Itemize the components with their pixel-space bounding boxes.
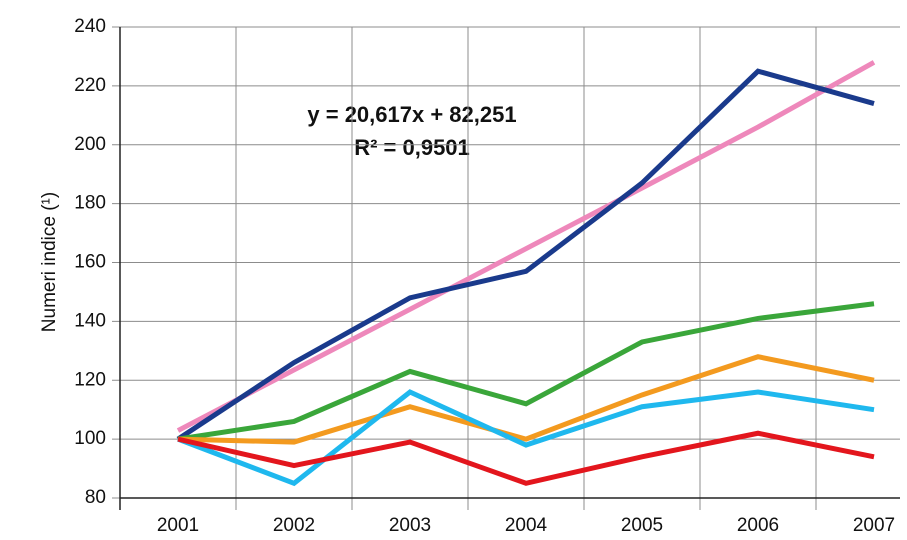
x-tick-label: 2002 [273, 515, 315, 536]
series-line [176, 60, 876, 433]
series-line [177, 301, 875, 442]
x-tick-label: 2004 [505, 515, 548, 536]
y-tick-label: 80 [85, 487, 106, 508]
y-tick-label: 140 [74, 310, 106, 331]
y-tick-label: 240 [74, 16, 106, 37]
y-tick-label: 200 [74, 134, 106, 155]
x-tick-label: 2006 [737, 515, 779, 536]
annotation: y = 20,617x + 82,251 [307, 102, 516, 127]
series-line [177, 354, 875, 445]
x-tick-label: 2003 [389, 515, 431, 536]
annotation: R² = 0,9501 [354, 135, 470, 160]
x-tick-label: 2005 [621, 515, 663, 536]
y-tick-label: 180 [74, 193, 106, 214]
y-tick-label: 120 [74, 369, 106, 390]
y-tick-label: 220 [74, 75, 106, 96]
y-tick-label: 160 [74, 252, 106, 273]
series-line [177, 389, 875, 487]
series-line [177, 430, 875, 486]
y-tick-label: 100 [74, 428, 106, 449]
y-axis-label: Numeri indice (¹) [39, 192, 60, 332]
series-line [176, 68, 875, 442]
x-tick-label: 2001 [157, 515, 199, 536]
x-tick-label: 2007 [853, 515, 895, 536]
